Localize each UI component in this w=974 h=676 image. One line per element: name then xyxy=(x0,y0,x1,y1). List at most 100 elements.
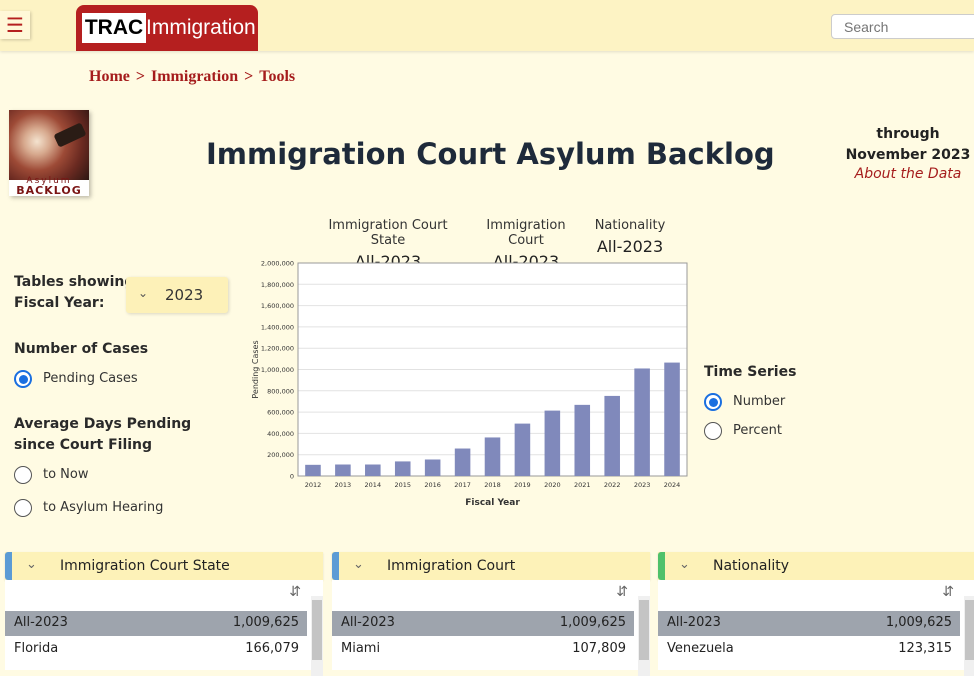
fiscal-year-select[interactable]: ⌄ 2023 xyxy=(126,277,228,313)
to-now-label[interactable]: to Now xyxy=(43,467,89,482)
y-tick-label: 400,000 xyxy=(267,430,294,438)
scrollbar-thumb[interactable] xyxy=(639,600,649,660)
row-name: All-2023 xyxy=(341,615,395,630)
bar-chart-svg: 0 200,000 400,000 600,000 800,000 1,000,000 1,… xyxy=(251,260,688,508)
x-tick-label: 2023 xyxy=(634,481,651,489)
panel-header[interactable]: ⌄ Nationality xyxy=(658,552,974,580)
x-tick-label: 2024 xyxy=(664,481,681,489)
fiscal-year-value: 2023 xyxy=(165,286,204,304)
badge-line2: BACKLOG xyxy=(16,184,82,196)
percent-label[interactable]: Percent xyxy=(733,423,782,438)
table-row[interactable]: All-2023 1,009,625 xyxy=(332,611,634,636)
logo-trac-text: TRAC xyxy=(82,13,146,43)
about-data-link[interactable]: About the Data xyxy=(854,166,962,182)
x-tick-label: 2015 xyxy=(394,481,411,489)
number-radio[interactable] xyxy=(704,393,722,411)
sort-icon[interactable]: ⇵ xyxy=(616,584,628,600)
to-now-radio[interactable] xyxy=(14,466,32,484)
avg-heading-line2: since Court Filing xyxy=(14,437,153,453)
asylum-backlog-logo: Asylum BACKLOG xyxy=(9,110,89,196)
tables-label-line1: Tables showing xyxy=(14,274,135,290)
x-tick-label: 2016 xyxy=(424,481,441,489)
x-tick-label: 2022 xyxy=(604,481,621,489)
y-tick-label: 1,600,000 xyxy=(261,302,294,310)
bar xyxy=(454,448,471,476)
panel-title: Nationality xyxy=(713,558,790,574)
row-name: Venezuela xyxy=(667,641,734,656)
filter-label: Immigration Court xyxy=(486,218,566,248)
y-tick-label: 600,000 xyxy=(267,409,294,417)
time-series-heading: Time Series xyxy=(704,364,797,380)
page-title: Immigration Court Asylum Backlog xyxy=(206,137,775,171)
bar xyxy=(394,461,411,476)
tables-fiscal-year-label: Tables showing Fiscal Year: xyxy=(14,272,134,314)
panel-title: Immigration Court xyxy=(387,558,516,574)
bar xyxy=(604,395,620,476)
y-tick-label: 0 xyxy=(290,473,294,481)
panel-header[interactable]: ⌄ Immigration Court xyxy=(332,552,650,580)
breadcrumb-separator: > xyxy=(244,68,254,85)
badge-line1: Asylum xyxy=(26,176,72,186)
row-count: 166,079 xyxy=(245,641,299,656)
bar xyxy=(544,410,561,476)
x-tick-label: 2020 xyxy=(544,481,561,489)
table-row[interactable]: All-2023 1,009,625 xyxy=(5,611,307,636)
breadcrumb-immigration[interactable]: Immigration xyxy=(151,68,239,85)
x-tick-label: 2021 xyxy=(574,481,591,489)
nationality-panel: ⌄ Nationality ⇵ All-2023 1,009,625 Venez… xyxy=(658,552,974,676)
search-input[interactable] xyxy=(831,14,974,39)
scrollbar[interactable] xyxy=(311,596,323,676)
scrollbar[interactable] xyxy=(964,596,974,676)
pending-cases-radio[interactable] xyxy=(14,370,32,388)
scrollbar-thumb[interactable] xyxy=(965,600,974,660)
row-count: 1,009,625 xyxy=(885,615,952,630)
table-row[interactable]: All-2023 1,009,625 xyxy=(658,611,960,636)
chevron-down-icon: ⌄ xyxy=(679,557,690,572)
panel-accent xyxy=(658,552,665,580)
court-panel: ⌄ Immigration Court ⇵ All-2023 1,009,625… xyxy=(332,552,650,676)
sort-icon[interactable]: ⇵ xyxy=(289,584,301,600)
trac-logo[interactable]: TRAC Immigration xyxy=(76,5,258,51)
hamburger-icon[interactable]: ☰ xyxy=(0,11,30,39)
tables-label-line2: Fiscal Year: xyxy=(14,295,105,311)
row-count: 107,809 xyxy=(572,641,626,656)
y-axis-label: Pending Cases xyxy=(251,340,260,398)
pending-cases-chart: 0 200,000 400,000 600,000 800,000 1,000,000 1,… xyxy=(250,256,700,516)
x-tick-label: 2014 xyxy=(365,481,382,489)
bar xyxy=(424,459,441,476)
pending-cases-label[interactable]: Pending Cases xyxy=(43,371,138,386)
number-label[interactable]: Number xyxy=(733,394,786,409)
x-tick-label: 2017 xyxy=(454,481,471,489)
scrollbar[interactable] xyxy=(638,596,650,676)
filter-label: Nationality xyxy=(594,218,666,233)
bar xyxy=(574,404,591,476)
bar xyxy=(335,464,351,476)
avg-days-heading: Average Days Pending since Court Filing xyxy=(14,414,191,456)
breadcrumb-tools[interactable]: Tools xyxy=(259,68,296,85)
panel-accent xyxy=(332,552,339,580)
y-tick-label: 1,000,000 xyxy=(261,366,294,374)
panel-header[interactable]: ⌄ Immigration Court State xyxy=(5,552,323,580)
x-axis-label: Fiscal Year xyxy=(465,498,520,508)
bar xyxy=(365,464,381,476)
row-count: 123,315 xyxy=(898,641,952,656)
x-tick-label: 2019 xyxy=(514,481,531,489)
x-tick-label: 2018 xyxy=(484,481,501,489)
y-tick-label: 1,400,000 xyxy=(261,323,294,331)
breadcrumb: Home > Immigration > Tools xyxy=(89,68,295,86)
to-asylum-hearing-radio[interactable] xyxy=(14,499,32,517)
bar xyxy=(634,368,650,476)
row-name: All-2023 xyxy=(667,615,721,630)
row-name: Florida xyxy=(14,641,59,656)
chevron-down-icon: ⌄ xyxy=(353,557,364,572)
to-asylum-hearing-label[interactable]: to Asylum Hearing xyxy=(43,500,164,515)
sort-icon[interactable]: ⇵ xyxy=(942,584,954,600)
percent-radio[interactable] xyxy=(704,422,722,440)
court-state-panel: ⌄ Immigration Court State ⇵ All-2023 1,0… xyxy=(5,552,323,676)
scrollbar-thumb[interactable] xyxy=(312,600,322,660)
panel-title: Immigration Court State xyxy=(60,558,230,574)
row-count: 1,009,625 xyxy=(559,615,626,630)
x-tick-label: 2012 xyxy=(305,481,322,489)
through-month: November 2023 xyxy=(845,147,971,163)
breadcrumb-home[interactable]: Home xyxy=(89,68,130,85)
